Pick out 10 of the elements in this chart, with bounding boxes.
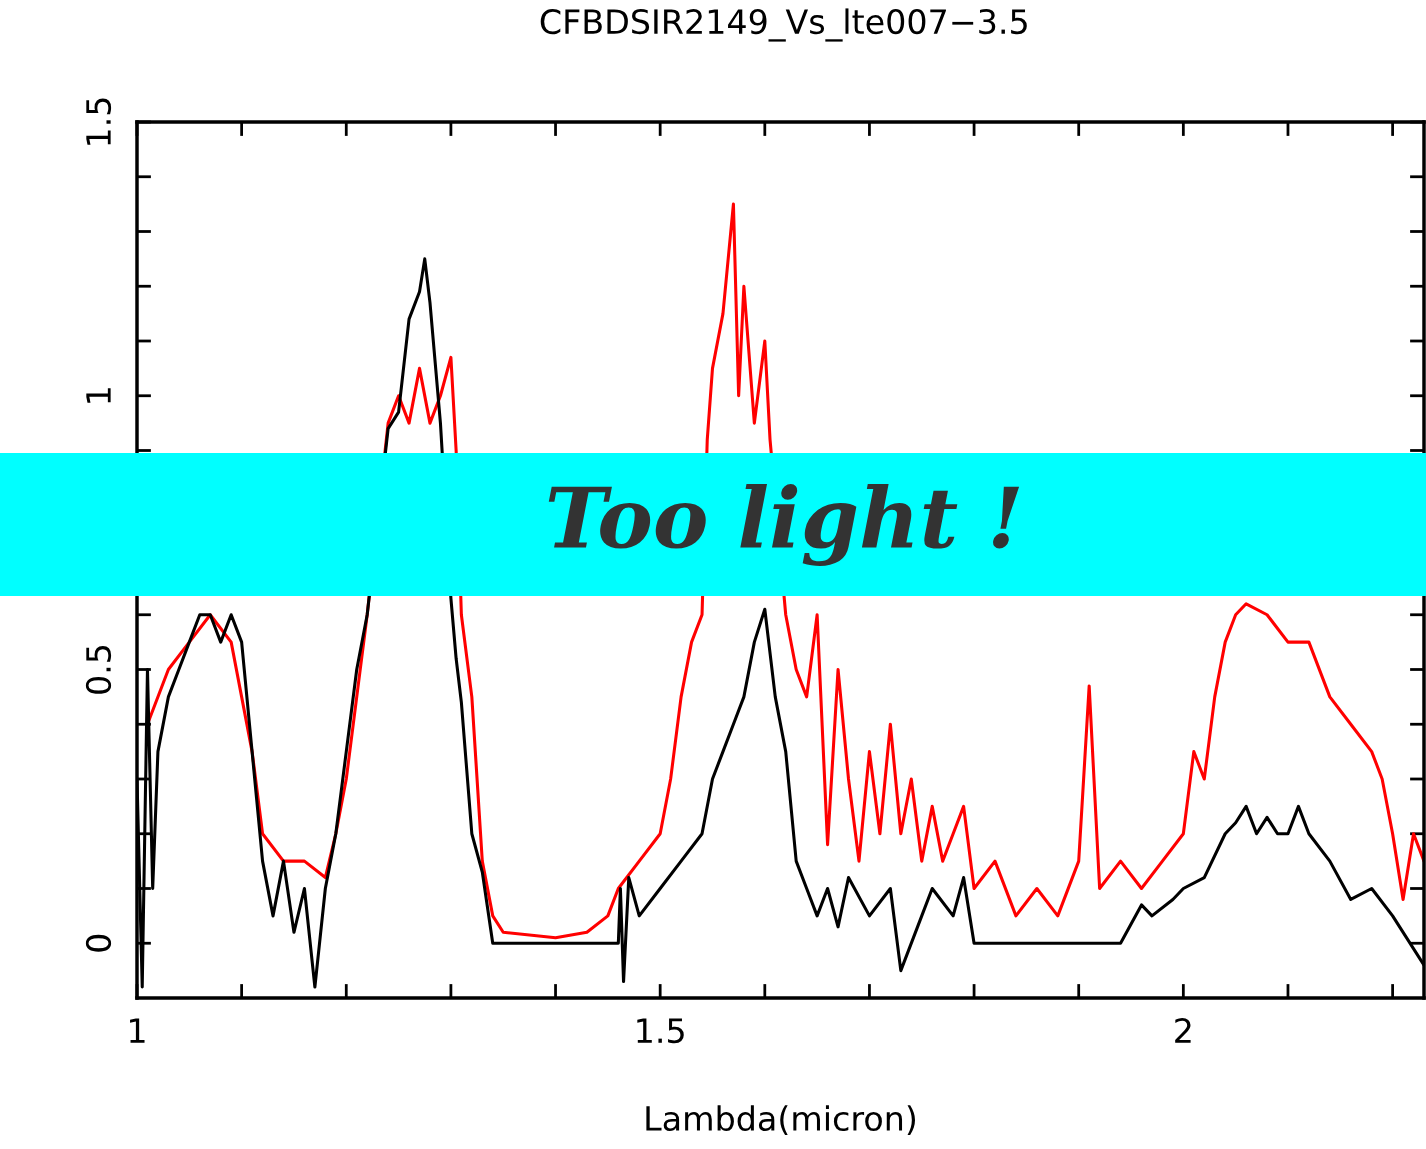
x-axis-title: Lambda(micron) — [646, 1105, 916, 1135]
chart-title: CFBDSIR2149_Vs_lte007−3.5 — [540, 8, 1027, 42]
y-tick-label: 1.5 — [86, 98, 112, 145]
annotation: Too light ! — [548, 484, 1020, 566]
x-tick-label: 1 — [130, 1018, 145, 1043]
x-tick-label: 1.5 — [637, 1018, 684, 1044]
y-tick-label: 0.5 — [85, 645, 112, 694]
y-tick-label: 1 — [86, 388, 111, 403]
y-tick-label: 0 — [85, 934, 112, 952]
x-tick-label: 2 — [1175, 1018, 1191, 1043]
